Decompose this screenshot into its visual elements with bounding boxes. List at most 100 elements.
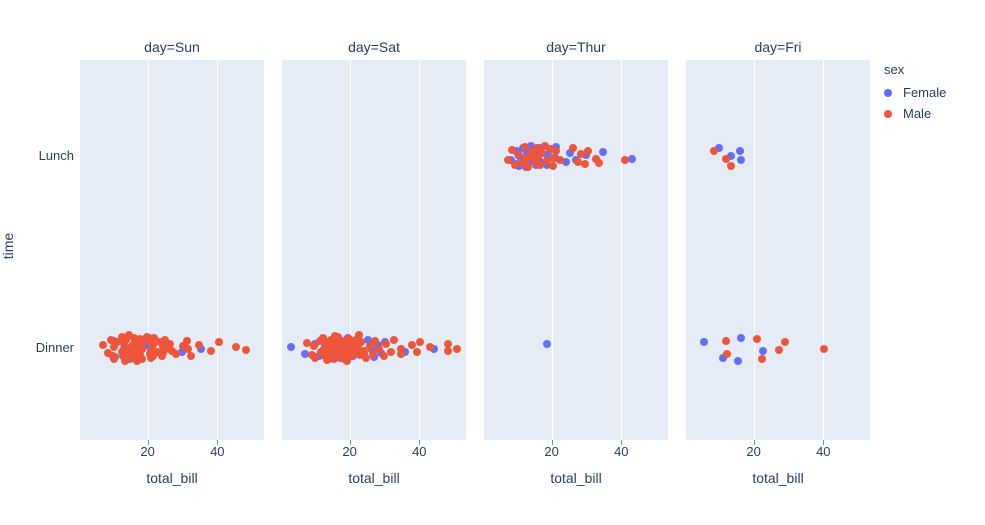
data-point — [722, 155, 731, 164]
data-point — [736, 334, 745, 343]
data-point — [319, 345, 328, 354]
y-tick-label-dinner: Dinner — [35, 340, 74, 355]
x-axis-title: total_bill — [550, 470, 602, 486]
data-point — [357, 338, 366, 347]
facet-title: day=Sat — [348, 39, 400, 55]
data-point — [107, 335, 116, 344]
legend-item-label: Female — [903, 85, 947, 100]
data-point — [719, 353, 728, 362]
x-axis-title: total_bill — [146, 470, 198, 486]
data-point — [137, 339, 146, 348]
data-point — [543, 161, 552, 170]
data-point — [356, 351, 365, 360]
data-point — [386, 347, 395, 356]
plot-area-sun[interactable] — [80, 60, 264, 445]
data-point — [375, 345, 384, 354]
data-point — [119, 339, 128, 348]
data-point — [753, 335, 762, 344]
data-point — [338, 337, 346, 346]
data-point — [120, 356, 129, 365]
legend-item-female[interactable]: Female — [884, 85, 946, 100]
data-point — [736, 156, 745, 165]
data-point — [118, 332, 127, 341]
data-point — [408, 341, 417, 350]
data-point — [721, 337, 730, 346]
data-point — [332, 344, 341, 353]
data-point — [146, 346, 155, 355]
data-point — [413, 348, 422, 357]
data-point — [156, 338, 165, 347]
x-tick-mark — [551, 440, 553, 445]
data-point — [333, 332, 342, 341]
data-point — [153, 347, 162, 356]
data-point — [129, 334, 138, 343]
plot-area-thur[interactable] — [484, 60, 668, 445]
data-point — [759, 346, 768, 355]
data-point — [568, 143, 577, 152]
data-point — [581, 151, 590, 160]
data-point — [364, 335, 372, 344]
data-point — [535, 161, 544, 170]
data-point — [726, 152, 735, 161]
data-point — [132, 356, 141, 365]
data-point — [360, 346, 369, 355]
facet-day-thur: day=Thur 20 40 total_bill — [484, 39, 668, 486]
data-point — [122, 336, 131, 345]
plot-area-fri[interactable] — [686, 60, 870, 445]
data-point — [758, 355, 767, 364]
x-tick-label: 40 — [816, 444, 831, 459]
data-point — [142, 332, 151, 341]
x-axis-title: total_bill — [348, 470, 400, 486]
data-point — [321, 338, 330, 347]
data-point — [599, 147, 608, 156]
data-point — [184, 345, 193, 354]
data-point — [138, 344, 147, 353]
data-point — [521, 143, 530, 152]
legend-title: sex — [884, 62, 905, 77]
gridline — [349, 60, 351, 440]
data-point — [182, 337, 191, 346]
data-point — [342, 356, 351, 365]
data-point — [543, 339, 552, 348]
data-point — [231, 342, 240, 351]
x-tick-mark — [349, 440, 351, 445]
facet-day-fri: day=Fri 20 40 total_bill — [686, 39, 870, 486]
legend-item-male[interactable]: Male — [884, 106, 946, 121]
data-point — [125, 331, 134, 340]
data-point — [186, 352, 195, 361]
data-point — [109, 343, 118, 352]
data-point — [621, 156, 630, 165]
plot-area-sat[interactable] — [282, 60, 466, 445]
data-point — [161, 335, 170, 344]
data-point — [381, 339, 390, 348]
x-tick-mark — [217, 440, 219, 445]
data-point — [194, 340, 203, 349]
data-point — [344, 334, 353, 343]
data-point — [109, 355, 118, 364]
data-point — [546, 145, 555, 154]
data-point — [425, 342, 434, 351]
data-point — [541, 142, 550, 151]
data-point — [286, 342, 295, 351]
data-point — [733, 357, 742, 366]
data-point — [318, 334, 327, 343]
data-point — [330, 354, 339, 363]
gridline — [551, 60, 553, 440]
data-point — [533, 152, 542, 161]
male-marker-icon — [884, 109, 892, 118]
data-point — [780, 338, 789, 347]
data-point — [368, 349, 377, 358]
data-point — [142, 341, 151, 350]
x-axis-title: total_bill — [752, 470, 804, 486]
x-tick-mark — [621, 440, 623, 445]
facet-title: day=Sun — [144, 39, 200, 55]
data-point — [397, 350, 406, 359]
data-point — [178, 341, 187, 350]
facet-title: day=Thur — [546, 39, 606, 55]
data-point — [573, 157, 582, 166]
data-point — [328, 346, 337, 355]
data-point — [444, 339, 453, 348]
data-point — [709, 147, 718, 156]
data-point — [524, 158, 533, 167]
